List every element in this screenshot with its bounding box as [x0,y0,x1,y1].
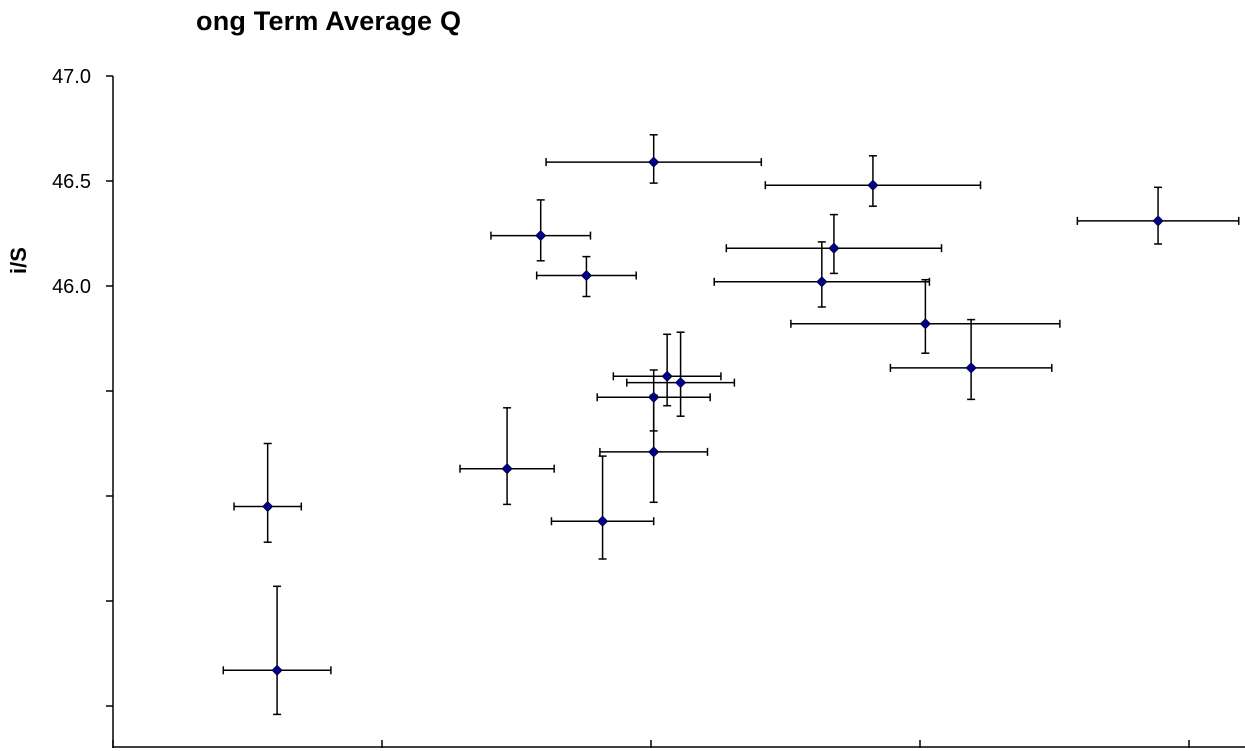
error-bar-5 [550,455,655,560]
data-point-1 [271,664,283,676]
error-bar-1 [222,585,332,716]
error-bar-15 [889,318,1053,401]
ticks: 47.0 46.5 46.0 [52,66,1190,748]
data-point-15 [965,362,977,374]
data-point-11 [867,179,879,191]
error-bar-10 [626,331,736,417]
data-point-13 [828,242,840,254]
data-point-0 [262,500,274,513]
data-point-5 [597,515,609,527]
data-point-16 [1152,215,1164,227]
data-point-8 [648,446,660,458]
data-point-6 [648,156,660,168]
error-bar-9 [612,333,722,407]
y-tick-label-2: 46.0 [52,276,91,298]
data-point-12 [816,276,828,288]
data-point-10 [675,377,687,389]
data-point-14 [919,318,931,330]
error-bar-0 [233,442,303,543]
data-point-4 [580,269,593,282]
chart-title: ong Term Average Q [196,6,462,36]
data-point-7 [648,391,660,403]
axes [112,76,1245,748]
error-bar-2 [459,407,555,506]
data-point-3 [535,230,547,242]
error-bar-14 [790,278,1061,354]
error-bar-12 [713,241,931,308]
data-point-2 [501,463,513,475]
data-point-9 [661,370,673,382]
error-bars [222,134,1240,716]
data-points [262,156,1164,676]
y-tick-label-1: 46.5 [52,171,91,193]
y-tick-label-0: 47.0 [52,66,91,88]
